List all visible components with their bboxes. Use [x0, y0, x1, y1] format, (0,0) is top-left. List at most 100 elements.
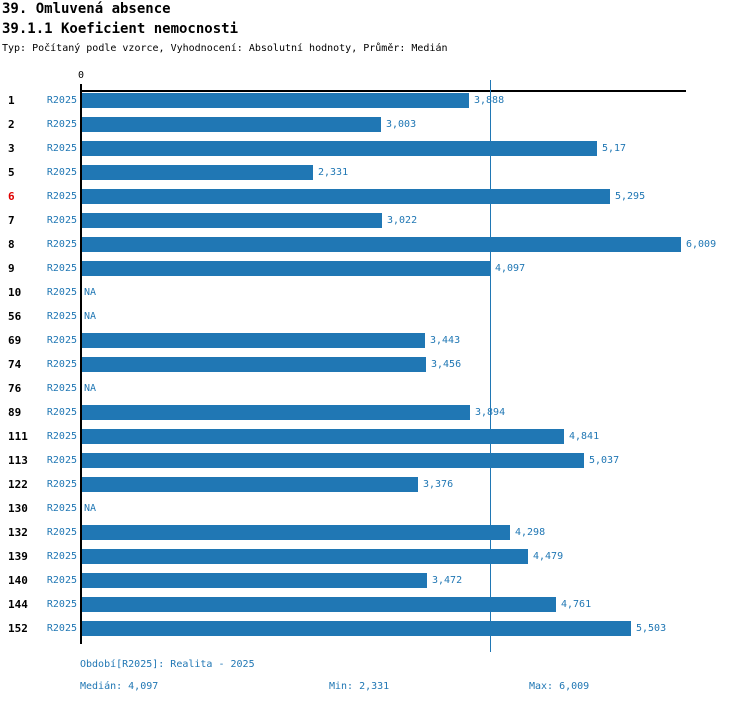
- row-label: 2: [8, 118, 15, 131]
- row-label: 139: [8, 550, 28, 563]
- bar: [82, 597, 556, 612]
- chart-title: 39.1.1 Koeficient nemocnosti: [2, 21, 239, 37]
- row-label: 74: [8, 358, 22, 371]
- bar: [82, 549, 528, 564]
- bar-value-label: 4,298: [515, 527, 546, 538]
- row-period-label: R2025: [46, 215, 77, 226]
- row-label: 3: [8, 142, 15, 155]
- row-period-label: R2025: [46, 239, 77, 250]
- bar-value-label: 5,295: [615, 191, 646, 202]
- row-label: 5: [8, 166, 15, 179]
- bar-value-label: 3,443: [430, 335, 461, 346]
- row-period-label: R2025: [46, 551, 77, 562]
- row-period-label: R2025: [46, 623, 77, 634]
- row-period-label: R2025: [46, 95, 77, 106]
- footer-min: Min: 2,331: [329, 681, 390, 692]
- chart-meta-info: Typ: Počítaný podle vzorce, Vyhodnocení:…: [2, 43, 448, 54]
- bar: [82, 93, 469, 108]
- row-period-label: R2025: [46, 383, 77, 394]
- y-axis-line: [80, 84, 82, 644]
- row-label: 6: [8, 190, 15, 203]
- bar: [82, 141, 597, 156]
- bar-value-label: 3,894: [475, 407, 506, 418]
- footer-period-info: Období[R2025]: Realita - 2025: [80, 659, 255, 670]
- bar-value-label: 4,761: [561, 599, 592, 610]
- row-period-label: R2025: [46, 359, 77, 370]
- row-period-label: R2025: [46, 311, 77, 322]
- bar-value-label: 4,479: [533, 551, 564, 562]
- bar: [82, 405, 470, 420]
- bar-value-label: 3,472: [432, 575, 463, 586]
- bar-value-label: 5,037: [589, 455, 620, 466]
- bar-value-label: 3,003: [386, 119, 417, 130]
- row-period-label: R2025: [46, 455, 77, 466]
- bar: [82, 477, 418, 492]
- bar-value-label: 4,841: [569, 431, 600, 442]
- row-period-label: R2025: [46, 503, 77, 514]
- footer-median: Medián: 4,097: [80, 681, 159, 692]
- bar: [82, 237, 681, 252]
- row-period-label: R2025: [46, 527, 77, 538]
- row-label: 1: [8, 94, 15, 107]
- row-label: 113: [8, 454, 28, 467]
- bar: [82, 165, 313, 180]
- row-period-label: R2025: [46, 263, 77, 274]
- row-period-label: R2025: [46, 119, 77, 130]
- bar-value-label: 5,17: [602, 143, 627, 154]
- bar: [82, 117, 381, 132]
- row-label: 122: [8, 478, 28, 491]
- bar: [82, 213, 382, 228]
- bar: [82, 189, 610, 204]
- report-title: 39. Omluvená absence: [2, 1, 171, 17]
- x-axis-line: [80, 90, 686, 92]
- row-period-label: R2025: [46, 407, 77, 418]
- row-period-label: R2025: [46, 575, 77, 586]
- row-period-label: R2025: [46, 191, 77, 202]
- row-period-label: R2025: [46, 431, 77, 442]
- row-period-label: R2025: [46, 599, 77, 610]
- row-label: 111: [8, 430, 28, 443]
- bar: [82, 357, 426, 372]
- row-label: 130: [8, 502, 28, 515]
- row-label: 9: [8, 262, 15, 275]
- bar: [82, 573, 427, 588]
- row-period-label: R2025: [46, 287, 77, 298]
- bar-value-label: NA: [84, 287, 97, 298]
- row-label: 89: [8, 406, 22, 419]
- row-label: 76: [8, 382, 22, 395]
- row-label: 8: [8, 238, 15, 251]
- axis-zero-label: 0: [77, 70, 85, 81]
- bar-value-label: 6,009: [686, 239, 717, 250]
- row-period-label: R2025: [46, 335, 77, 346]
- bar-value-label: 4,097: [495, 263, 526, 274]
- bar-value-label: NA: [84, 503, 97, 514]
- bar: [82, 621, 631, 636]
- median-line: [490, 80, 491, 652]
- row-period-label: R2025: [46, 167, 77, 178]
- bar-value-label: NA: [84, 383, 97, 394]
- bar-value-label: 2,331: [318, 167, 349, 178]
- bar-value-label: 3,456: [431, 359, 462, 370]
- bar-value-label: 3,888: [474, 95, 505, 106]
- row-label: 7: [8, 214, 15, 227]
- bar-value-label: NA: [84, 311, 97, 322]
- row-label: 69: [8, 334, 22, 347]
- bar: [82, 261, 490, 276]
- bar-value-label: 3,376: [423, 479, 454, 490]
- row-label: 152: [8, 622, 28, 635]
- bar-value-label: 5,503: [636, 623, 667, 634]
- bar: [82, 525, 510, 540]
- row-label: 132: [8, 526, 28, 539]
- row-period-label: R2025: [46, 143, 77, 154]
- row-label: 140: [8, 574, 28, 587]
- bar-value-label: 3,022: [387, 215, 418, 226]
- bar: [82, 333, 425, 348]
- row-label: 144: [8, 598, 28, 611]
- row-label: 56: [8, 310, 22, 323]
- row-period-label: R2025: [46, 479, 77, 490]
- bar: [82, 453, 584, 468]
- bar: [82, 429, 564, 444]
- footer-max: Max: 6,009: [529, 681, 590, 692]
- row-label: 10: [8, 286, 22, 299]
